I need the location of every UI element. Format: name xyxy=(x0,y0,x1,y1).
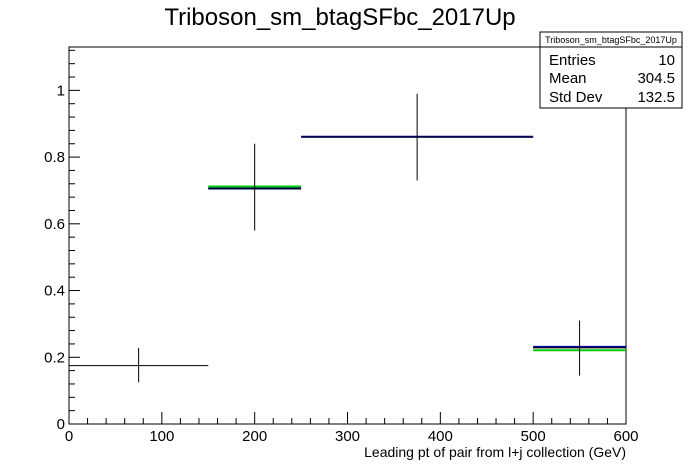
y-tick-label: 0.6 xyxy=(44,216,65,233)
stats-box-frame xyxy=(539,31,683,109)
stats-mean-value: 304.5 xyxy=(637,70,675,87)
stats-entries-value: 10 xyxy=(658,52,675,69)
y-tick-label: 0.8 xyxy=(44,149,65,166)
stats-entries-label: Entries xyxy=(549,52,596,69)
y-tick-label: 0 xyxy=(57,416,65,433)
x-tick-label: 300 xyxy=(335,428,360,445)
y-tick-label: 0.4 xyxy=(44,283,65,300)
x-tick-label: 100 xyxy=(149,428,174,445)
x-tick-label: 500 xyxy=(521,428,546,445)
x-axis-label: Leading pt of pair from l+j collection (… xyxy=(364,444,626,460)
stats-mean-label: Mean xyxy=(549,70,587,87)
y-tick-label: 0.2 xyxy=(44,349,65,366)
y-axis-ticks xyxy=(69,49,80,425)
x-tick-label: 400 xyxy=(428,428,453,445)
x-axis-tick-labels: 0 100 200 300 400 500 600 xyxy=(65,428,639,445)
y-tick-label: 1 xyxy=(57,82,65,99)
stats-box: Triboson_sm_btagSFbc_2017Up Entries 10 M… xyxy=(539,31,683,109)
x-axis-ticks xyxy=(68,412,627,424)
y-axis-tick-labels: 0 0.2 0.4 0.6 0.8 1 xyxy=(44,82,65,433)
stats-stddev-value: 132.5 xyxy=(637,89,675,106)
chart-title: Triboson_sm_btagSFbc_2017Up xyxy=(164,4,515,31)
x-tick-label: 200 xyxy=(242,428,267,445)
histogram-series xyxy=(69,93,626,383)
x-tick-label: 0 xyxy=(65,428,73,445)
x-tick-label: 600 xyxy=(613,428,638,445)
stats-stddev-label: Std Dev xyxy=(549,89,603,106)
stats-box-title: Triboson_sm_btagSFbc_2017Up xyxy=(545,35,677,45)
